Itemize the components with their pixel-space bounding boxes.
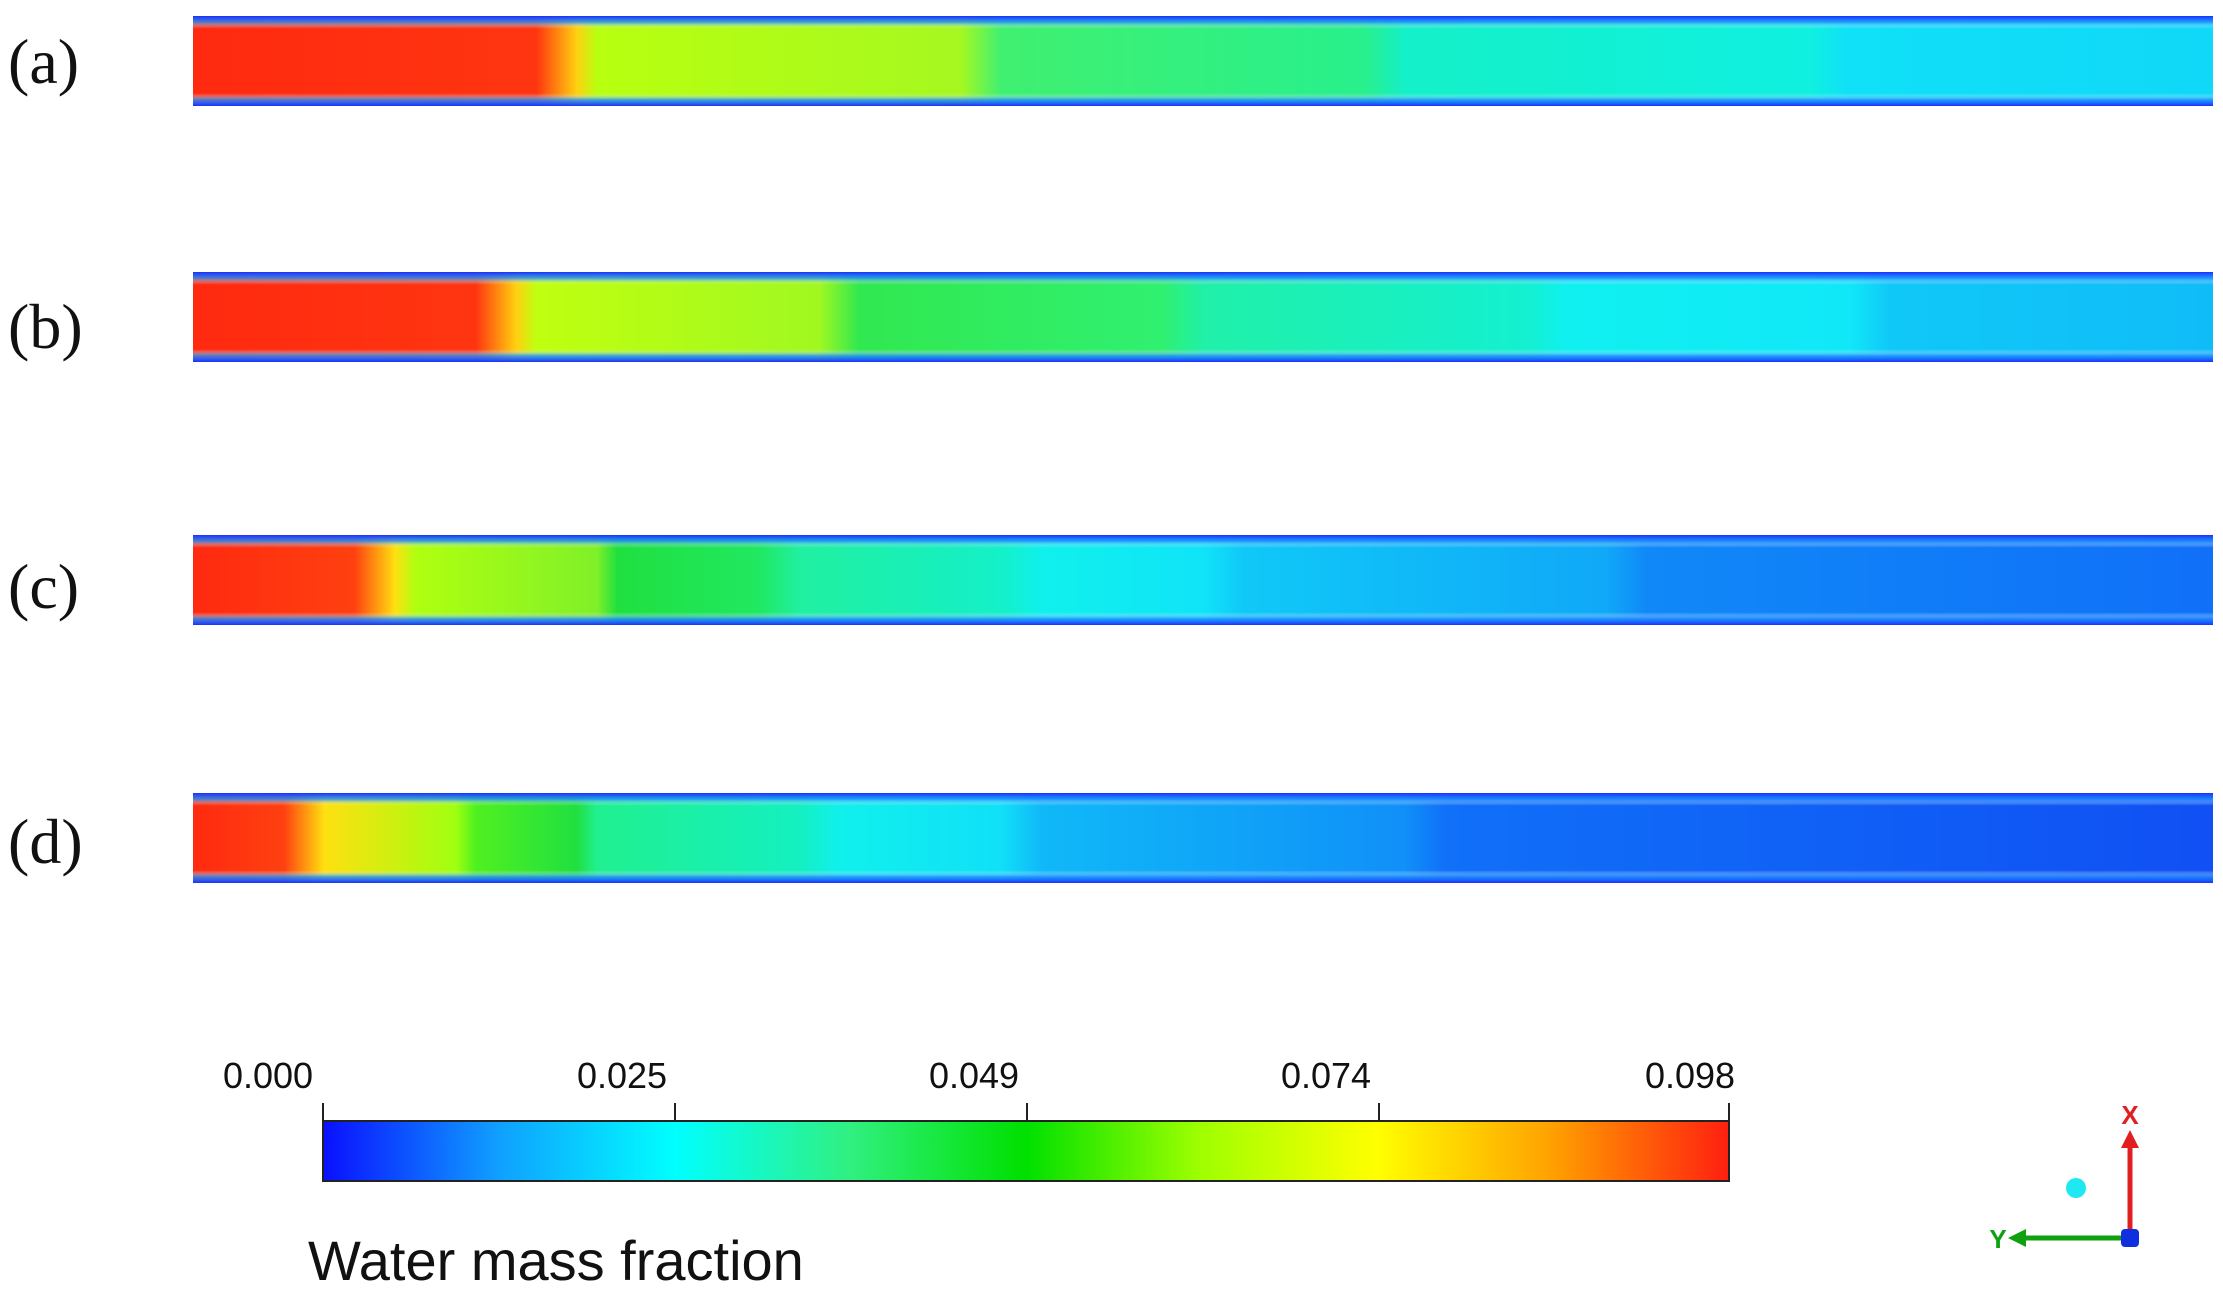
contour-channel-c: [193, 535, 2213, 625]
contour-channel-d: [193, 793, 2213, 883]
contour-plot-c: [193, 535, 2213, 625]
contour-plot-b: [193, 272, 2213, 362]
colorbar-tick-label-0: 0.000: [222, 1055, 314, 1096]
colorbar-title: Water mass fraction: [308, 1229, 804, 1292]
colorbar-tick-label-1: 0.025: [576, 1055, 668, 1096]
panel-label-a: (a): [8, 26, 80, 97]
y-axis-label: Y: [1989, 1224, 2006, 1254]
axes-triad-svg: X Y: [1989, 1100, 2139, 1254]
coordinate-axes-triad: X Y: [1980, 1100, 2180, 1270]
colorbar-tick-mark-0: [322, 1103, 324, 1121]
panel-label-b: (b): [8, 291, 83, 362]
contour-channel-a: [193, 16, 2213, 106]
colorbar-tick-label-4: 0.098: [1644, 1055, 1736, 1096]
y-axis-arrowhead: [2008, 1229, 2026, 1247]
panel-label-c: (c): [8, 551, 80, 622]
orientation-sphere-icon: [2066, 1178, 2086, 1198]
colorbar: [322, 1120, 1730, 1182]
z-axis-marker: [2121, 1229, 2139, 1247]
contour-plot-a: [193, 16, 2213, 106]
colorbar-tick-mark-3: [1378, 1103, 1380, 1121]
contour-channel-b: [193, 272, 2213, 362]
colorbar-tick-mark-1: [674, 1103, 676, 1121]
x-axis-label: X: [2121, 1100, 2139, 1130]
x-axis-arrowhead: [2121, 1130, 2139, 1148]
colorbar-tick-mark-2: [1026, 1103, 1028, 1121]
contour-plot-d: [193, 793, 2213, 883]
colorbar-tick-label-3: 0.074: [1280, 1055, 1372, 1096]
colorbar-tick-label-2: 0.049: [928, 1055, 1020, 1096]
panel-label-d: (d): [8, 806, 83, 877]
colorbar-tick-mark-4: [1728, 1103, 1730, 1121]
